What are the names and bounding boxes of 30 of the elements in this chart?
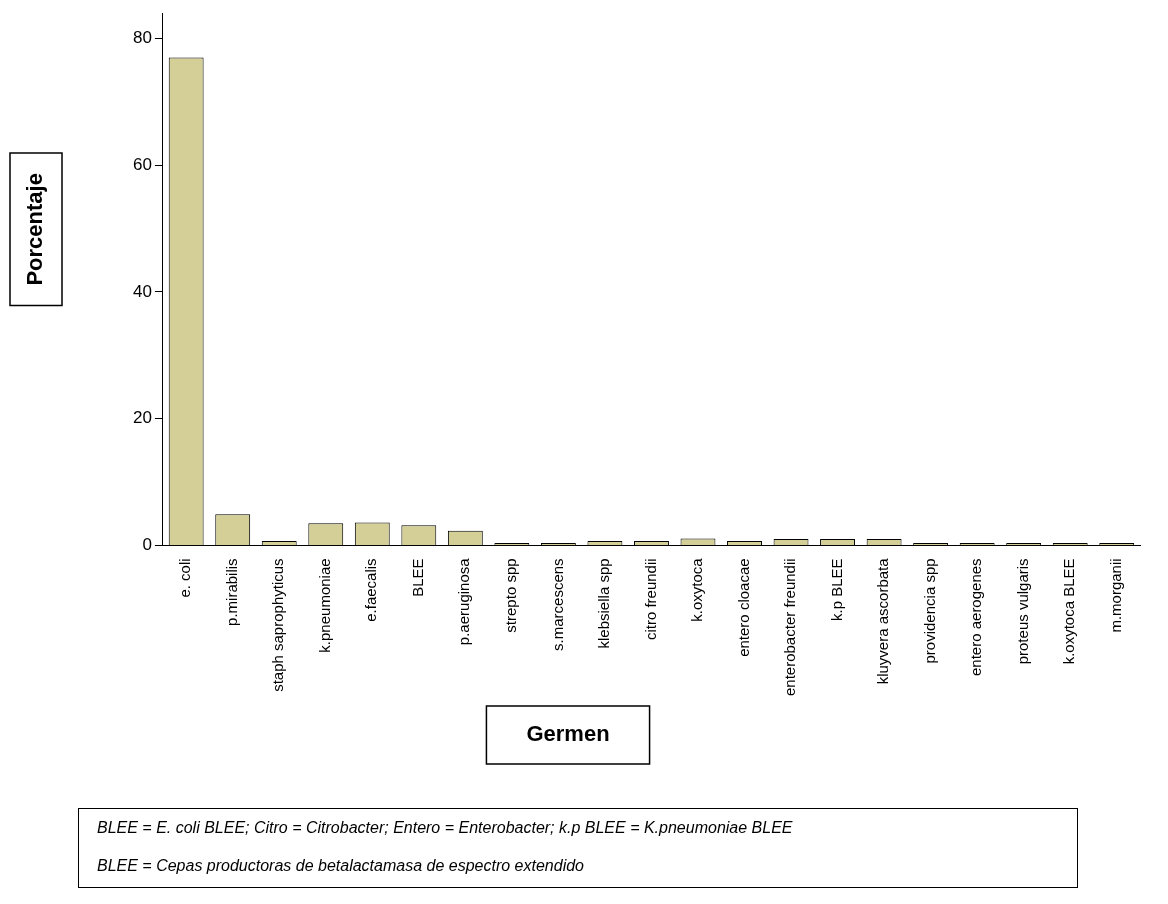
x-tick-label: providencia spp bbox=[920, 558, 938, 664]
x-tick-label: entero cloacae bbox=[734, 558, 752, 657]
x-tick-label: p.mirabilis bbox=[222, 558, 240, 626]
x-tick-label: strepto spp bbox=[502, 558, 520, 633]
x-tick-label: p.aeruginosa bbox=[455, 557, 473, 646]
x-tick-label: k.oxytoca BLEE bbox=[1060, 558, 1078, 665]
x-tick-label: BLEE bbox=[408, 558, 426, 597]
y-tick-label: 0 bbox=[142, 535, 152, 555]
y-tick-label: 20 bbox=[132, 408, 152, 428]
x-tick-label: k.p BLEE bbox=[827, 558, 845, 621]
x-tick-label: k.pneumoniae bbox=[315, 558, 333, 653]
text: BLEE = Cepas productoras de betalactamasa de espectro extendido bbox=[97, 857, 585, 875]
x-tick-label: staph saprophyticus bbox=[269, 558, 287, 692]
x-axis-title: Germen bbox=[526, 721, 610, 747]
x-tick-label: kluyvera ascorbata bbox=[874, 557, 892, 685]
x-tick-label: enterobacter freundii bbox=[781, 558, 799, 697]
y-tick-label: 40 bbox=[132, 281, 152, 301]
y-tick-label: 80 bbox=[132, 28, 152, 48]
x-tick-label: proteus vulgaris bbox=[1013, 558, 1031, 665]
x-tick-label: e. coli bbox=[176, 558, 194, 598]
y-axis-title: Porcentaje bbox=[22, 173, 48, 286]
x-tick-label: citro freundii bbox=[641, 558, 659, 641]
x-tick-label: entero aerogenes bbox=[967, 558, 985, 677]
x-tick-label: m.morganii bbox=[1106, 558, 1124, 633]
x-tick-label: e.faecalis bbox=[362, 558, 380, 622]
x-tick-label: s.marcescens bbox=[548, 558, 566, 651]
y-tick-label: 60 bbox=[132, 154, 152, 174]
x-tick-label: klebsiella spp bbox=[595, 558, 613, 649]
text: BLEE = E. coli BLEE; Citro = Citrobacter; Entero = Enterobacter; k.p BLEE = K.pneumoniae BLEE bbox=[97, 819, 794, 837]
x-tick-label: k.oxytoca bbox=[688, 557, 706, 622]
